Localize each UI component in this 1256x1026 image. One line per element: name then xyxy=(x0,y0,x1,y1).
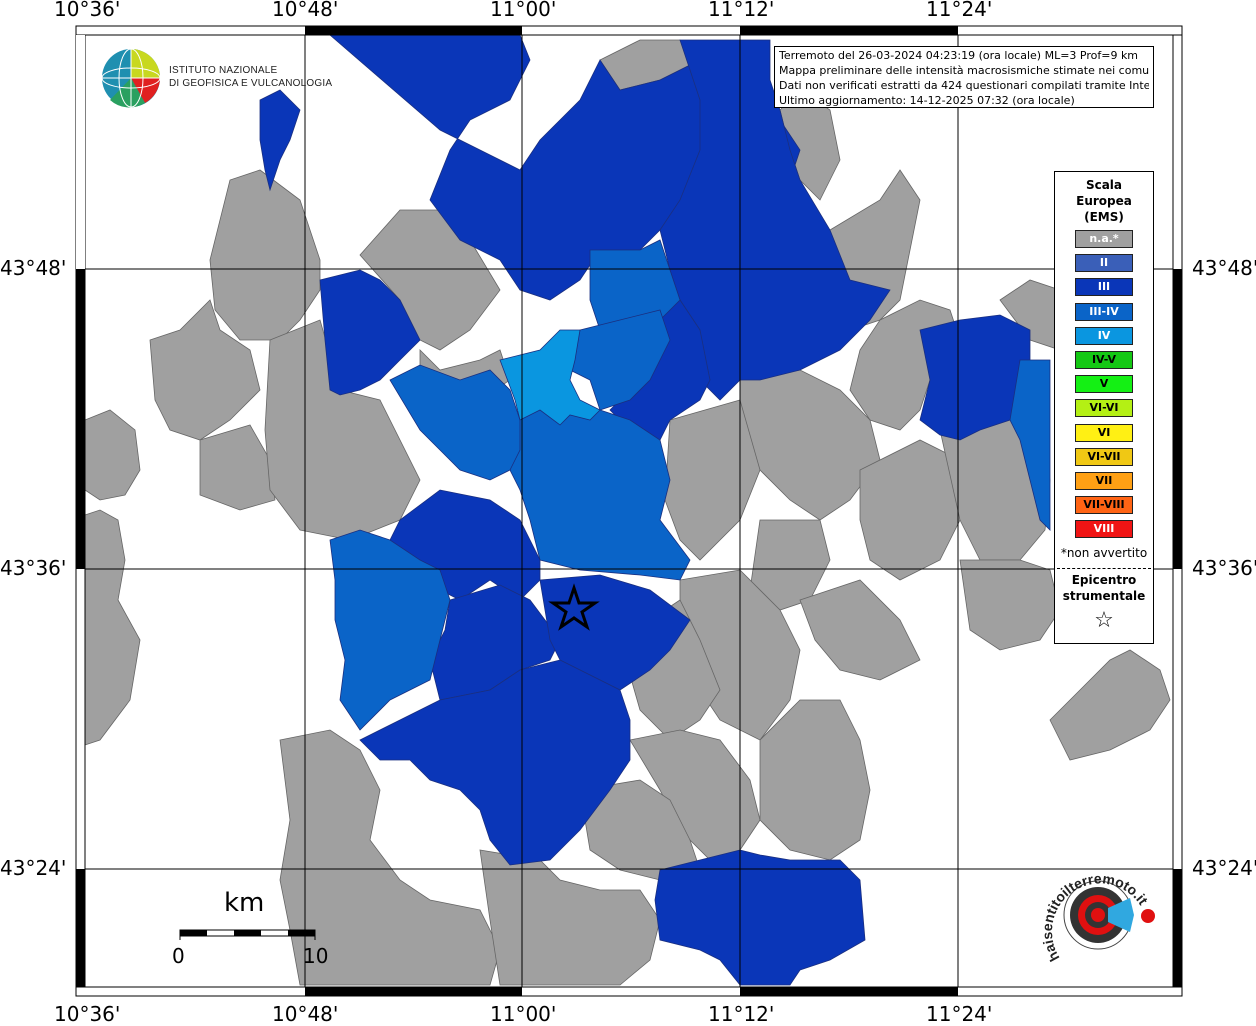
intensity-III-regions xyxy=(259,34,1031,986)
legend-title: Scala Europea (EMS) xyxy=(1055,177,1153,225)
legend-item: VIII xyxy=(1075,520,1133,539)
legend-note: *non avvertito xyxy=(1060,546,1148,560)
scale-unit: km xyxy=(224,888,265,918)
legend-title-line: (EMS) xyxy=(1084,210,1124,224)
scale-end: 10 xyxy=(303,944,329,968)
intensity-legend: Scala Europea (EMS) n.a.* II III III-IV IV IV… xyxy=(1054,171,1154,644)
legend-item: VI-VII xyxy=(1075,447,1133,466)
lat-label-left: 43°36' xyxy=(0,556,67,580)
ingv-line1: ISTITUTO NAZIONALE xyxy=(169,65,278,76)
legend-item: III-IV xyxy=(1075,302,1133,321)
legend-item: IV-V xyxy=(1075,351,1133,369)
lon-label-top: 10°48' xyxy=(272,0,339,21)
ingv-logo-globe xyxy=(101,48,161,108)
info-line-updated: Ultimo aggiornamento: 14-12-2025 07:32 (… xyxy=(779,94,1075,107)
map-frame xyxy=(75,25,1183,997)
graticule xyxy=(85,35,1173,987)
legend-title-line: Scala xyxy=(1085,178,1123,192)
info-line-data: Dati non verificati estratti da 424 ques… xyxy=(779,79,1149,92)
lat-label-left: 43°48' xyxy=(0,256,67,280)
ingv-line2: DI GEOFISICA E VULCANOLOGIA xyxy=(169,78,333,89)
lon-label-top: 11°00' xyxy=(490,0,557,21)
legend-star-icon: ☆ xyxy=(1094,608,1114,633)
legend-item: VII xyxy=(1075,472,1133,490)
hsit-logo-ring: haisentitoilterremoto.it xyxy=(1039,870,1152,964)
legend-item: VI xyxy=(1075,423,1133,442)
lat-label-right: 43°36' xyxy=(1192,556,1256,580)
lat-label-left: 43°24' xyxy=(0,856,67,880)
hsit-logo-icon xyxy=(1063,880,1155,950)
lon-label-top: 11°24' xyxy=(926,0,993,21)
legend-item: III xyxy=(1075,278,1133,297)
lon-label-top: 11°12' xyxy=(708,0,775,21)
legend-item: VI-VI xyxy=(1075,399,1133,418)
lon-label-bottom: 11°24' xyxy=(926,1002,993,1026)
lon-label-bottom: 11°12' xyxy=(708,1002,775,1026)
lat-label-right: 43°24' xyxy=(1192,856,1256,880)
intensity-III-IV-regions xyxy=(329,239,1051,731)
lon-label-bottom: 10°48' xyxy=(272,1002,339,1026)
legend-epicenter-line: Epicentro xyxy=(1071,573,1137,587)
legend-epicenter-label: Epicentro strumentale xyxy=(1055,572,1153,604)
info-line-event: Terremoto del 26-03-2024 04:23:19 (ora l… xyxy=(779,49,1139,62)
ingv-logo-text: ISTITUTO NAZIONALE DI GEOFISICA E VULCAN… xyxy=(169,64,332,90)
lon-label-bottom: 10°36' xyxy=(54,1002,121,1026)
info-line-map: Mappa preliminare delle intensità macros… xyxy=(779,64,1149,77)
intensity-IV-regions xyxy=(499,329,601,426)
svg-text:haisentitoilterremoto.it: haisentitoilterremoto.it xyxy=(1040,870,1152,964)
legend-separator xyxy=(1057,568,1151,569)
lat-label-right: 43°48' xyxy=(1192,256,1256,280)
legend-item: VII-VIII xyxy=(1075,496,1133,515)
legend-item: n.a.* xyxy=(1075,230,1133,248)
legend-item: IV xyxy=(1075,326,1133,345)
scale-bar xyxy=(179,929,316,940)
scale-start: 0 xyxy=(172,944,185,968)
legend-item: V xyxy=(1075,375,1133,394)
earthquake-info-box: Terremoto del 26-03-2024 04:23:19 (ora l… xyxy=(774,46,1154,108)
lon-label-top: 10°36' xyxy=(54,0,121,21)
epicenter-star-icon xyxy=(548,583,600,631)
legend-epicenter-line: strumentale xyxy=(1062,589,1146,603)
hsit-logo[interactable]: haisentitoilterremoto.it xyxy=(1039,868,1160,978)
legend-title-line: Europea xyxy=(1076,194,1132,208)
hsit-logo-text: haisentitoilterremoto.it xyxy=(1039,870,1152,964)
legend-item: II xyxy=(1075,254,1133,273)
lon-label-bottom: 11°00' xyxy=(490,1002,557,1026)
